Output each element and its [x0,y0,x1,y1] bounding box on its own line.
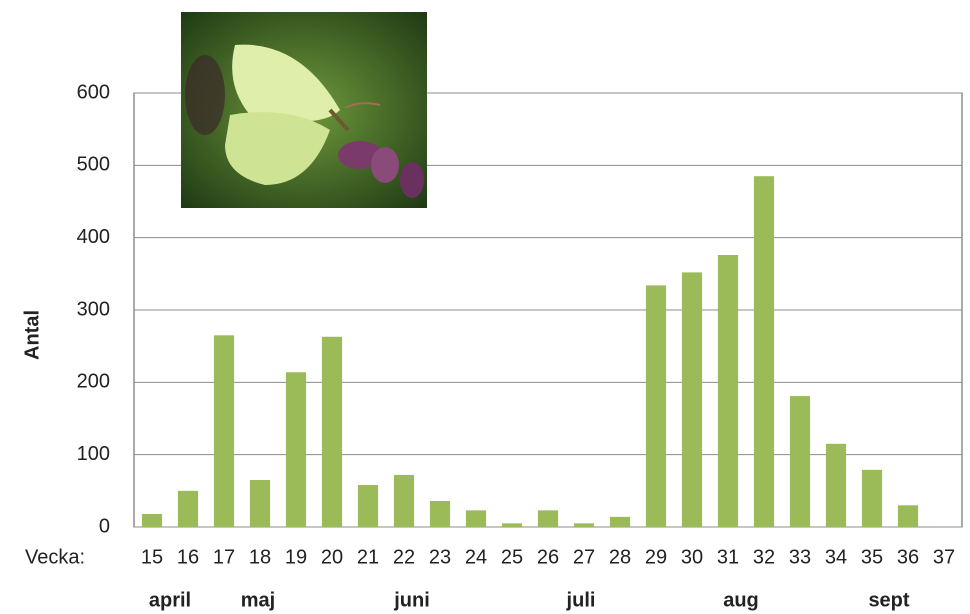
x-tick-label: 15 [141,546,163,568]
x-tick-label: 18 [249,546,271,568]
x-tick-label: 25 [501,546,523,568]
y-tick-label: 0 [99,515,110,537]
x-tick-label: 20 [321,546,343,568]
x-tick-label: 24 [465,546,487,568]
x-tick-label: 26 [537,546,559,568]
bar [502,523,522,527]
month-label: sept [868,589,909,611]
bar [358,485,378,527]
month-label: aug [723,589,759,611]
x-tick-label: 34 [825,546,847,568]
bar [466,510,486,527]
y-tick-label: 500 [77,154,110,176]
x-tick-label: 21 [357,546,379,568]
y-tick-label: 200 [77,371,110,393]
month-label: juni [393,589,430,611]
x-tick-label: 29 [645,546,667,568]
bar [430,501,450,527]
x-tick-label: 19 [285,546,307,568]
bar [286,372,306,527]
bar [250,480,270,527]
y-tick-label: 600 [77,81,110,103]
bar [718,255,738,527]
x-tick-label: 35 [861,546,883,568]
month-label: juli [566,589,596,611]
bar [826,444,846,527]
bar [178,491,198,527]
x-tick-label: 28 [609,546,631,568]
x-tick-label: 30 [681,546,703,568]
bar [214,335,234,527]
bar [682,272,702,527]
x-axis-label: Vecka: [25,546,85,568]
x-tick-label: 16 [177,546,199,568]
month-label: april [149,589,191,611]
bar [610,517,630,527]
x-tick-label: 31 [717,546,739,568]
bar [754,176,774,527]
y-axis-label: Antal [21,310,43,360]
bar [574,523,594,527]
butterfly-photo [181,12,427,208]
x-tick-label: 27 [573,546,595,568]
x-tick-label: 36 [897,546,919,568]
month-label: maj [241,589,275,611]
bar [538,510,558,527]
bar [322,337,342,527]
bar [142,514,162,527]
bar [862,470,882,527]
bar [646,285,666,527]
x-tick-label: 37 [933,546,955,568]
x-tick-label: 22 [393,546,415,568]
month-labels: april maj juni juli aug sept [149,589,910,611]
x-tick-label: 32 [753,546,775,568]
x-tick-label: 17 [213,546,235,568]
x-tick-label: 33 [789,546,811,568]
bar [898,505,918,527]
y-tick-label: 400 [77,226,110,248]
y-tick-label: 300 [77,298,110,320]
y-tick-label: 100 [77,443,110,465]
bar [790,396,810,527]
chart: Antal Vecka: april maj juni juli aug sep… [0,0,970,614]
x-tick-label: 23 [429,546,451,568]
bar [394,475,414,527]
